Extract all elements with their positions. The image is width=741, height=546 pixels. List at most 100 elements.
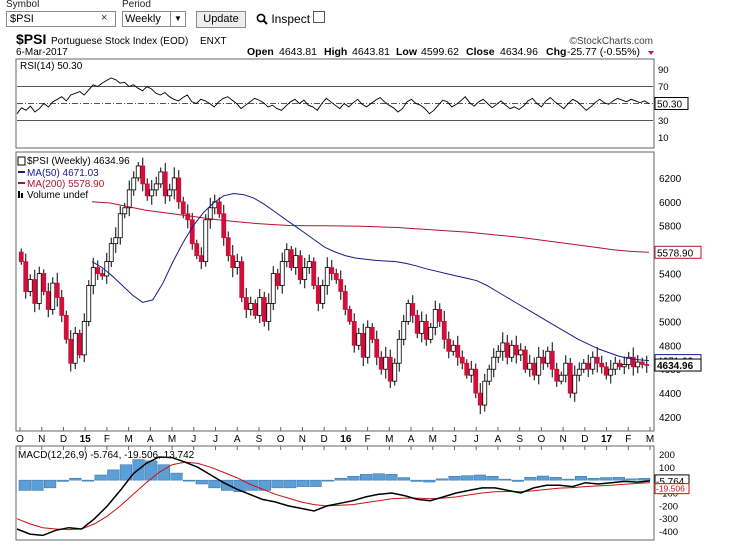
candle	[45, 291, 51, 310]
symbol-input[interactable]	[6, 11, 116, 27]
candle	[383, 356, 389, 370]
clear-icon[interactable]: ×	[101, 12, 108, 24]
chg-label: Chg	[546, 46, 566, 58]
candle	[261, 297, 267, 322]
candle	[495, 350, 501, 358]
inspect-checkbox[interactable]	[313, 11, 325, 23]
candle	[630, 356, 636, 368]
macd-histogram-bar	[372, 473, 385, 481]
candle	[459, 356, 465, 364]
price-tick-label: 4800	[659, 341, 682, 352]
candle	[356, 332, 362, 346]
rsi-tick-label: 90	[658, 65, 669, 76]
candle	[329, 267, 335, 274]
macd-histogram-bar	[360, 474, 373, 481]
candle	[504, 342, 510, 358]
candle	[527, 362, 533, 370]
x-tick-label: D	[60, 434, 67, 445]
x-tick-label: M	[385, 434, 393, 445]
candle	[50, 282, 56, 310]
candle	[351, 320, 357, 346]
macd-histogram-bar	[322, 479, 335, 482]
candle	[230, 255, 236, 268]
macd-tick-label: 100	[659, 463, 675, 474]
chart-toolbar: Symbol × Period Weekly ▼ Update Inspect	[0, 0, 741, 30]
macd-histogram-bar	[107, 469, 120, 481]
macd-last-value: -5.764	[656, 477, 685, 488]
macd-signal-last-value-box	[654, 483, 690, 495]
candle	[68, 338, 74, 364]
update-button[interactable]: Update	[196, 11, 246, 28]
candle	[189, 219, 195, 245]
legend-swatches	[17, 156, 26, 198]
x-tick-label: M	[124, 434, 132, 445]
rsi-tick-label: 30	[658, 116, 669, 127]
period-select[interactable]: Weekly ▼	[122, 11, 186, 27]
candle	[468, 368, 474, 376]
candle	[297, 255, 303, 280]
candle	[167, 189, 173, 197]
x-tick-label: J	[213, 434, 218, 445]
x-tick-label: O	[277, 434, 285, 445]
candle	[216, 201, 222, 215]
candle	[603, 366, 609, 376]
candle	[509, 344, 515, 358]
candle	[198, 255, 204, 263]
ma200-line	[91, 201, 650, 253]
macd-histogram-bar	[220, 479, 234, 491]
price-tick-label: 5200	[659, 293, 682, 304]
x-tick-label: S	[256, 434, 263, 445]
macd-histogram-bar	[208, 479, 221, 489]
candle	[599, 362, 605, 368]
candle	[221, 213, 227, 239]
candle	[473, 368, 479, 394]
candle	[518, 349, 524, 356]
open-value: 4643.81	[279, 46, 317, 58]
x-tick-label: F	[365, 434, 371, 445]
candle	[126, 189, 132, 209]
macd-tick-label: -300	[659, 514, 678, 525]
macd-signal-last-value: -19.506	[656, 484, 685, 494]
low-value: 4599.62	[421, 46, 459, 58]
macd-histogram-bar	[119, 464, 133, 481]
candle	[203, 219, 209, 263]
candle	[144, 183, 150, 197]
close-value: 4634.96	[500, 46, 538, 58]
candle	[396, 338, 402, 364]
chevron-down-icon[interactable]: ▼	[170, 12, 185, 26]
candle	[36, 273, 42, 304]
candle	[617, 362, 623, 368]
macd-histogram-bar	[195, 479, 208, 485]
macd-histogram-bar	[31, 479, 44, 491]
candle	[612, 362, 618, 370]
x-tick-label: D	[581, 434, 588, 445]
candle	[513, 344, 519, 356]
macd-histogram-bar	[448, 476, 461, 481]
candle	[117, 213, 123, 239]
x-tick-label: F	[625, 434, 631, 445]
macd-histogram-bar	[486, 476, 499, 481]
macd-histogram-bar	[385, 474, 398, 481]
candle	[248, 303, 254, 310]
candle	[104, 261, 110, 277]
candle	[401, 320, 407, 340]
x-tick-label: 15	[80, 434, 92, 445]
rsi-line	[16, 77, 650, 115]
macd-histogram-bar	[44, 479, 57, 489]
candle	[437, 309, 443, 322]
x-tick-label: F	[104, 434, 110, 445]
macd-histogram-bar	[638, 478, 651, 481]
candle	[63, 315, 69, 340]
ohlc-summary: Open 4643.81 High 4643.81 Low 4599.62 Cl…	[247, 46, 640, 58]
candle	[108, 243, 114, 263]
candle	[311, 261, 317, 286]
candle	[324, 267, 330, 286]
price-tick-label: 5400	[659, 270, 682, 281]
candle	[32, 279, 38, 304]
candle	[288, 249, 294, 268]
inspect-toggle[interactable]: Inspect	[256, 12, 310, 26]
candle	[608, 368, 614, 376]
high-label: High	[324, 46, 347, 58]
x-tick-label: A	[408, 434, 415, 445]
candle	[540, 356, 546, 364]
